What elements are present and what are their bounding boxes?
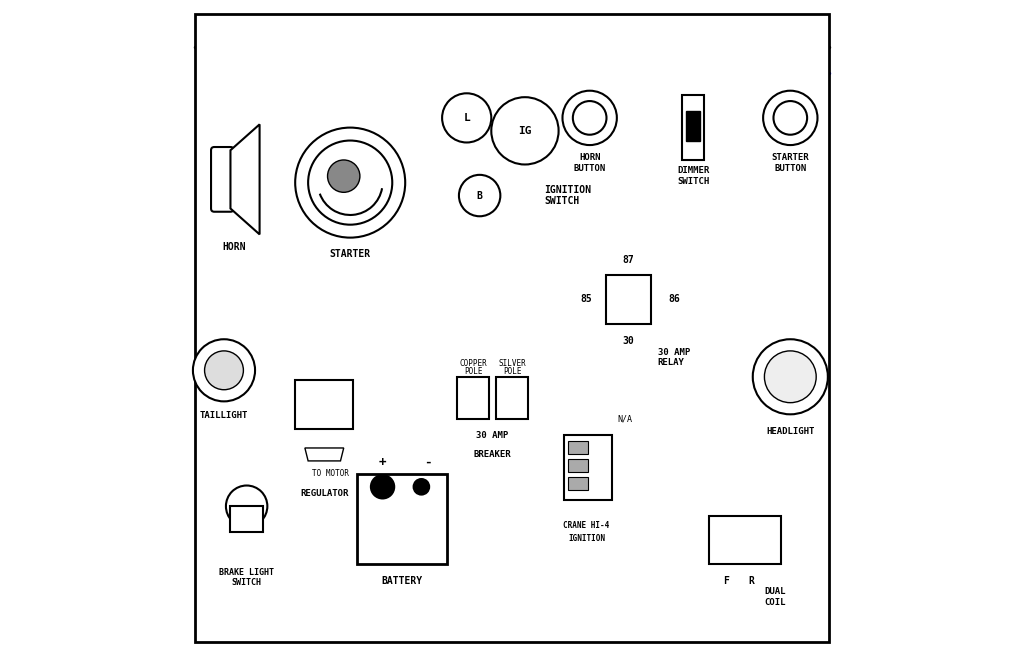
Text: N/A: N/A <box>617 414 633 423</box>
Text: HORN: HORN <box>222 242 246 252</box>
Circle shape <box>371 475 394 499</box>
Circle shape <box>295 127 406 238</box>
Text: +: + <box>379 456 386 469</box>
Bar <box>295 380 353 428</box>
FancyBboxPatch shape <box>211 147 233 212</box>
Circle shape <box>572 101 606 135</box>
Text: BREAKER: BREAKER <box>474 450 511 459</box>
Text: HORN
BUTTON: HORN BUTTON <box>573 153 606 173</box>
Text: POLE: POLE <box>503 367 521 376</box>
Text: L: L <box>463 113 470 123</box>
Text: REGULATOR: REGULATOR <box>300 489 348 498</box>
Text: COPPER: COPPER <box>460 359 487 369</box>
Circle shape <box>562 91 616 145</box>
Text: 30 AMP: 30 AMP <box>476 430 509 439</box>
Circle shape <box>193 339 255 401</box>
Text: 30 AMP
RELAY: 30 AMP RELAY <box>657 348 690 367</box>
Polygon shape <box>305 448 344 461</box>
Bar <box>606 274 651 324</box>
Text: TO MOTOR: TO MOTOR <box>312 469 349 478</box>
Text: -: - <box>424 456 431 469</box>
Text: 30: 30 <box>623 336 635 346</box>
Text: B: B <box>477 190 482 201</box>
Text: DIMMER
SWITCH: DIMMER SWITCH <box>677 166 710 186</box>
Text: R: R <box>749 576 755 586</box>
Text: TAILLIGHT: TAILLIGHT <box>200 411 248 420</box>
Text: IGNITION
SWITCH: IGNITION SWITCH <box>545 185 592 206</box>
Bar <box>568 459 588 472</box>
Text: 85: 85 <box>581 294 592 304</box>
Text: STARTER: STARTER <box>330 249 371 259</box>
Circle shape <box>328 160 359 192</box>
Text: BRAKE LIGHT
SWITCH: BRAKE LIGHT SWITCH <box>219 567 274 587</box>
Bar <box>230 506 263 532</box>
Text: CRANE HI-4: CRANE HI-4 <box>563 521 609 530</box>
Circle shape <box>414 479 429 495</box>
Text: SILVER: SILVER <box>498 359 526 369</box>
Text: STARTER
BUTTON: STARTER BUTTON <box>771 153 809 173</box>
Circle shape <box>442 94 492 142</box>
Circle shape <box>459 175 501 216</box>
Bar <box>682 96 705 160</box>
Text: IG: IG <box>518 126 531 136</box>
Text: DUAL
COIL: DUAL COIL <box>765 587 785 606</box>
Text: BATTERY: BATTERY <box>381 576 423 586</box>
Bar <box>564 435 612 500</box>
Text: 87: 87 <box>623 255 635 265</box>
Bar <box>356 474 447 564</box>
Text: HEADLIGHT: HEADLIGHT <box>766 427 814 436</box>
Text: POLE: POLE <box>464 367 482 376</box>
Circle shape <box>308 140 392 225</box>
Bar <box>710 516 780 564</box>
Bar <box>568 441 588 454</box>
Circle shape <box>492 98 559 164</box>
Text: F: F <box>723 576 728 586</box>
Bar <box>686 111 700 140</box>
Circle shape <box>765 351 816 402</box>
Bar <box>568 477 588 490</box>
Circle shape <box>226 486 267 527</box>
Bar <box>457 377 489 419</box>
Circle shape <box>205 351 244 390</box>
Polygon shape <box>230 124 259 235</box>
Text: 86: 86 <box>668 294 680 304</box>
Circle shape <box>753 339 827 414</box>
Bar <box>496 377 528 419</box>
Circle shape <box>763 91 817 145</box>
Circle shape <box>773 101 807 135</box>
Text: IGNITION: IGNITION <box>568 534 605 543</box>
